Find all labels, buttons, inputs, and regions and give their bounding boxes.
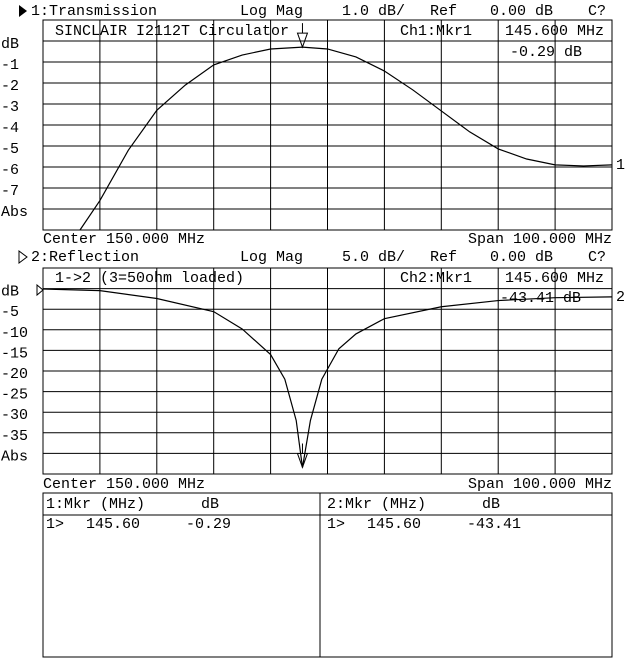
y-tick-label: -30 <box>1 407 28 424</box>
table-cell: 145.60 <box>367 516 421 533</box>
table-cell: 1> <box>46 516 64 533</box>
trace-label: 2 <box>616 289 625 306</box>
y-tick-label: -4 <box>1 120 19 137</box>
marker <box>296 443 309 469</box>
y-tick-label: -20 <box>1 366 28 383</box>
header-ref: 0.00 dB <box>490 249 553 266</box>
marker-y-readout: -0.29 dB <box>510 44 582 61</box>
annotation: SINCLAIR I2112T Circulator <box>55 23 289 40</box>
trace-label: 1 <box>616 157 625 174</box>
marker-x-readout: 145.600 MHz <box>505 23 604 40</box>
active-channel-indicator <box>19 5 27 17</box>
header-channel: 2:Reflection <box>31 249 139 266</box>
table-cell: 1> <box>327 516 345 533</box>
center-label: Center 150.000 MHz <box>43 476 205 493</box>
trace <box>42 288 613 468</box>
table-header: dB <box>482 496 500 513</box>
header-format: Log Mag <box>240 249 303 266</box>
header-format: Log Mag <box>240 3 303 20</box>
y-tick-label: -7 <box>1 183 19 200</box>
marker-table-frame <box>42 492 613 658</box>
span-label: Span 100.000 MHz <box>468 476 612 493</box>
y-tick-label: Abs <box>1 448 28 465</box>
y-tick-label: dB <box>1 284 19 301</box>
table-header: 1:Mkr (MHz) <box>46 496 145 513</box>
y-tick-label: -3 <box>1 99 19 116</box>
header-scale: 1.0 dB/ <box>342 3 405 20</box>
table-cell: -43.41 <box>467 516 521 533</box>
trace <box>79 46 613 231</box>
y-tick-label: -15 <box>1 345 28 362</box>
y-tick-label: -25 <box>1 387 28 404</box>
y-tick-label: -35 <box>1 428 28 445</box>
header-scale: 5.0 dB/ <box>342 249 405 266</box>
marker-x-readout: 145.600 MHz <box>505 270 604 287</box>
header-cal: C? <box>588 3 606 20</box>
header-ref-label: Ref <box>430 3 457 20</box>
y-tick-label: dB <box>1 36 19 53</box>
y-tick-label: -2 <box>1 78 19 95</box>
header-channel: 1:Transmission <box>31 3 157 20</box>
table-cell: -0.29 <box>186 516 231 533</box>
y-tick-label: -5 <box>1 141 19 158</box>
span-label: Span 100.000 MHz <box>468 231 612 248</box>
header-cal: C? <box>588 249 606 266</box>
header-ref-label: Ref <box>430 249 457 266</box>
table-header: dB <box>201 496 219 513</box>
table-cell: 145.60 <box>86 516 140 533</box>
y-tick-label: -6 <box>1 162 19 179</box>
channel-indicator <box>18 250 28 264</box>
marker <box>296 23 309 49</box>
header-ref: 0.00 dB <box>490 3 553 20</box>
marker-title: Ch2:Mkr1 <box>400 270 472 287</box>
y-tick-label: -1 <box>1 57 19 74</box>
y-tick-label: -10 <box>1 325 28 342</box>
ref-indicator <box>36 283 44 297</box>
annotation: 1->2 (3=50ohm loaded) <box>55 270 244 287</box>
center-label: Center 150.000 MHz <box>43 231 205 248</box>
marker-title: Ch1:Mkr1 <box>400 23 472 40</box>
table-header: 2:Mkr (MHz) <box>327 496 426 513</box>
y-tick-label: -5 <box>1 304 19 321</box>
y-tick-label: Abs <box>1 204 28 221</box>
